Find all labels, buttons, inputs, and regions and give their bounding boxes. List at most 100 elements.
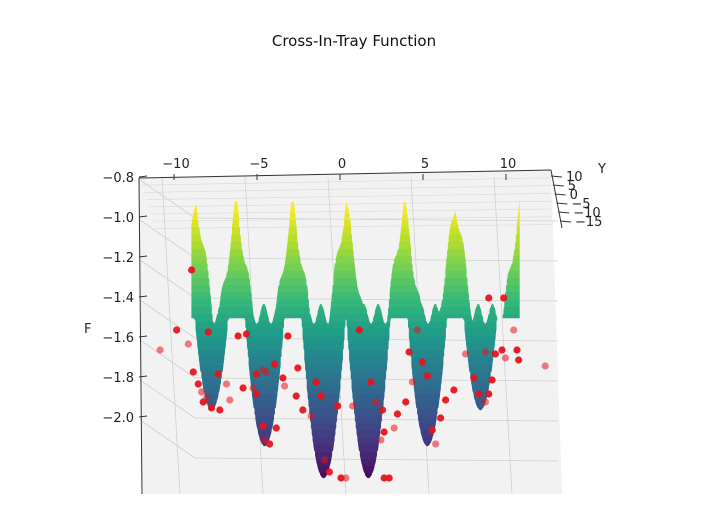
surface-band [362,466,375,474]
surface-band [504,299,520,307]
gridline-z-side [139,419,196,459]
surface-band [306,379,341,387]
surface-band [433,303,437,307]
surface-band [491,303,494,307]
gridline-z-side [139,379,196,419]
surface-band [376,303,380,307]
scatter-point [437,414,445,422]
surface-band [304,350,343,358]
surface-band [304,357,343,365]
surface-band [289,219,297,228]
z-axis-label: F [84,322,91,337]
surface-band [219,299,253,307]
scatter-point [498,346,506,354]
surface-band [345,201,348,206]
scatter-point [510,326,518,334]
surface-band [255,415,275,423]
gridline-y [153,216,552,222]
scatter-point [156,346,164,354]
surface-band [396,248,411,257]
gridline-z-side [139,299,196,339]
surface-band [261,303,266,307]
gridline-z-side [139,339,196,379]
surface-band [452,211,457,220]
surface-band [191,219,199,228]
surface-band [335,255,355,264]
scatter-point [349,402,357,410]
surface-band [354,415,382,423]
surface-band [402,212,408,220]
scatter-point [239,384,247,392]
scatter-point [173,326,181,334]
surface-band [443,284,469,293]
gridline-y [146,193,552,200]
surface-band [349,364,387,373]
surface-band [290,212,296,220]
scatter-point [325,468,333,476]
scatter-point [280,382,289,390]
y-axis-label: Y [597,162,606,177]
surface-band [306,386,341,394]
surface-band [392,263,413,271]
y-tick-mark [558,211,570,214]
surface-band [447,241,465,249]
surface-band [247,350,282,358]
surface-band [467,357,494,365]
surface-band [352,393,385,402]
scatter-point [405,348,413,356]
scatter-point [334,402,342,410]
surface-band [441,299,470,307]
surface-band [246,342,283,351]
gridline-z-side [139,219,196,259]
x-tick-label: −10 [162,157,189,172]
surface-band [305,371,342,380]
y-tick-mark [559,220,572,223]
scatter-point [216,406,224,414]
y-tick-label: 5 [568,179,576,194]
surface-band [191,255,207,264]
surface-band [310,422,337,431]
x-tick-label: 10 [500,157,517,172]
scatter-point [202,394,211,402]
surface-band [191,234,202,242]
scatter-point [312,378,320,386]
scatter-point [481,348,490,356]
surface-band [230,241,242,249]
x-tick-label: −5 [249,157,268,172]
scatter-point [307,412,315,420]
surface-band [505,284,520,293]
surface-band [245,321,284,329]
scatter-point [385,474,393,482]
scatter-point [367,378,375,386]
surface-band [447,248,465,257]
scatter-point [337,474,345,482]
surface-band [274,306,310,315]
scatter-point [259,422,267,430]
surface-band [393,255,412,264]
scatter-point [317,392,325,400]
y-tick-mark [552,184,564,187]
surface-band [308,400,339,409]
x-tick-label: 0 [338,157,346,172]
scatter-point [408,378,416,386]
surface-band [232,219,240,228]
y-tick-label: 0 [570,188,578,203]
surface-band [228,255,245,264]
surface-band [360,458,377,467]
surface-band [342,226,352,235]
surface-band [349,350,388,358]
surface-band [191,299,212,307]
surface-band [346,321,391,329]
surface-band [191,292,211,300]
surface-band [388,299,423,307]
surface-band [356,429,381,438]
surface-band [246,328,284,336]
scatter-point [249,384,257,392]
gridline-y [141,177,552,186]
surface-band [414,393,441,402]
surface-band [411,364,444,373]
z-tick-label: −1.0 [102,211,134,226]
z-tick-label: −1.8 [102,371,134,386]
surface-band [286,241,299,249]
